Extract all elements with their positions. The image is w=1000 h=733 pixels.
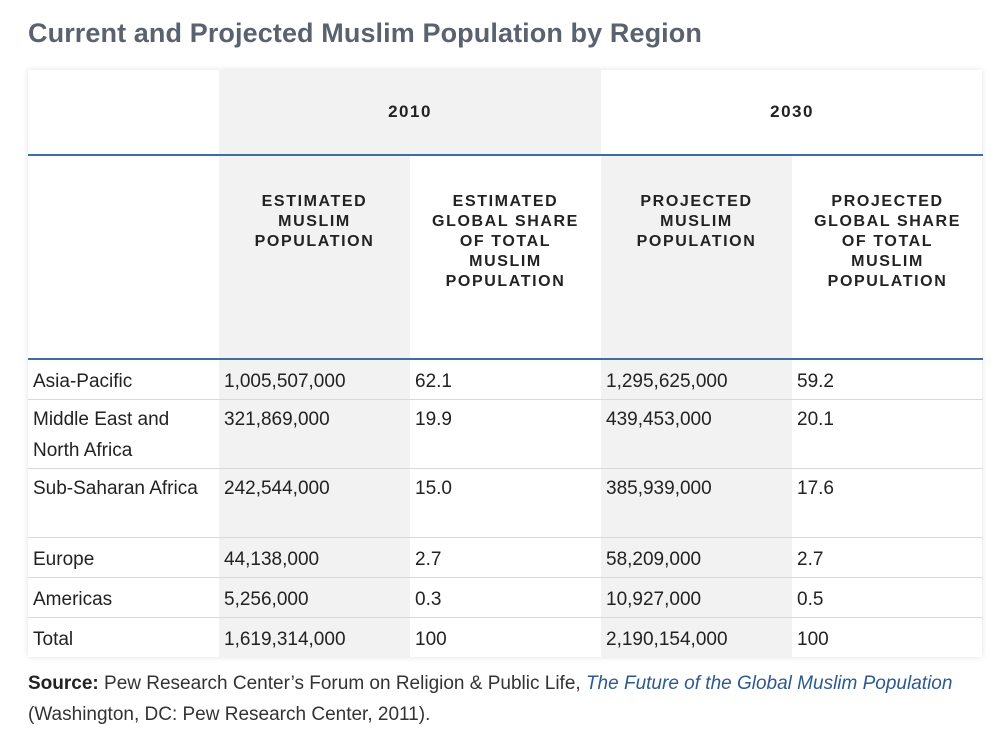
source-text-after: (Washington, DC: Pew Research Center, 20… [28,704,431,725]
value-cell: 59.2 [792,359,984,400]
empty-corner-cell [28,70,219,156]
region-cell: Sub-Saharan Africa [28,468,219,538]
column-header: ESTIMATED MUSLIM POPULATION [219,155,410,360]
source-label: Source: [28,673,99,694]
table-row: Americas 5,256,000 0.3 10,927,000 0.5 [28,577,984,618]
value-cell: 5,256,000 [219,577,410,618]
value-cell: 0.3 [410,577,602,618]
table-row: Middle East and North Africa 321,869,000… [28,399,984,469]
region-cell: Total [33,629,74,650]
table-row: Europe 44,138,000 2.7 58,209,000 2.7 [28,537,984,578]
source-text: Pew Research Center’s Forum on Religion … [98,673,586,694]
region-cell: Americas [28,577,219,618]
column-header-label: PROJECTED MUSLIM POPULATION [636,193,757,250]
year-header-2030: 2030 [601,70,984,156]
column-header-label: ESTIMATED GLOBAL SHARE OF TOTAL MUSLIM P… [432,193,579,290]
value-cell: 2.7 [792,537,984,578]
value-cell: 15.0 [410,468,602,538]
value-cell: 1,295,625,000 [601,359,793,400]
value-cell: 100 [797,629,829,650]
value-cell: 385,939,000 [601,468,793,538]
column-header-label: PROJECTED GLOBAL SHARE OF TOTAL MUSLIM P… [814,193,961,290]
column-header: PROJECTED GLOBAL SHARE OF TOTAL MUSLIM P… [792,155,984,360]
source-note: Source: Pew Research Center’s Forum on R… [28,668,978,730]
value-cell: 242,544,000 [219,468,410,538]
year-header-row: 2010 2030 [28,70,984,156]
page-title: Current and Projected Muslim Population … [28,18,702,48]
value-cell: 0.5 [792,577,984,618]
value-cell: 100 [415,629,447,650]
population-table-container: 2010 2030 ESTIMATED MUSLIM POPULATION ES… [28,70,984,657]
value-cell: 62.1 [410,359,602,400]
population-table: 2010 2030 ESTIMATED MUSLIM POPULATION ES… [28,70,984,657]
value-cell: 2.7 [410,537,602,578]
table-row: Sub-Saharan Africa 242,544,000 15.0 385,… [28,468,984,538]
value-cell: 1,619,314,000 [219,617,410,657]
table-row-total: Total 1,619,314,000 100 2,190,154,000 10… [28,617,983,657]
source-link[interactable]: The Future of the Global Muslim Populati… [585,673,953,694]
region-header-cell [28,155,219,360]
table-row: Asia-Pacific 1,005,507,000 62.1 1,295,62… [28,359,984,400]
value-cell: 44,138,000 [219,537,410,578]
value-cell: 10,927,000 [601,577,793,618]
region-cell: Middle East and North Africa [28,399,219,469]
value-cell: 58,209,000 [601,537,793,578]
column-header-row: ESTIMATED MUSLIM POPULATION ESTIMATED GL… [28,155,984,360]
value-cell: 20.1 [792,399,984,469]
column-header: ESTIMATED GLOBAL SHARE OF TOTAL MUSLIM P… [410,155,602,360]
value-cell: 2,190,154,000 [601,617,793,657]
value-cell: 439,453,000 [601,399,793,469]
value-cell: 321,869,000 [219,399,410,469]
region-cell: Asia-Pacific [28,359,219,400]
value-cell: 19.9 [410,399,602,469]
column-header: PROJECTED MUSLIM POPULATION [601,155,793,360]
value-cell: 17.6 [792,468,984,538]
year-header-2010: 2010 [219,70,602,156]
value-cell: 1,005,507,000 [219,359,410,400]
region-cell: Europe [28,537,219,578]
column-header-label: ESTIMATED MUSLIM POPULATION [254,193,375,250]
